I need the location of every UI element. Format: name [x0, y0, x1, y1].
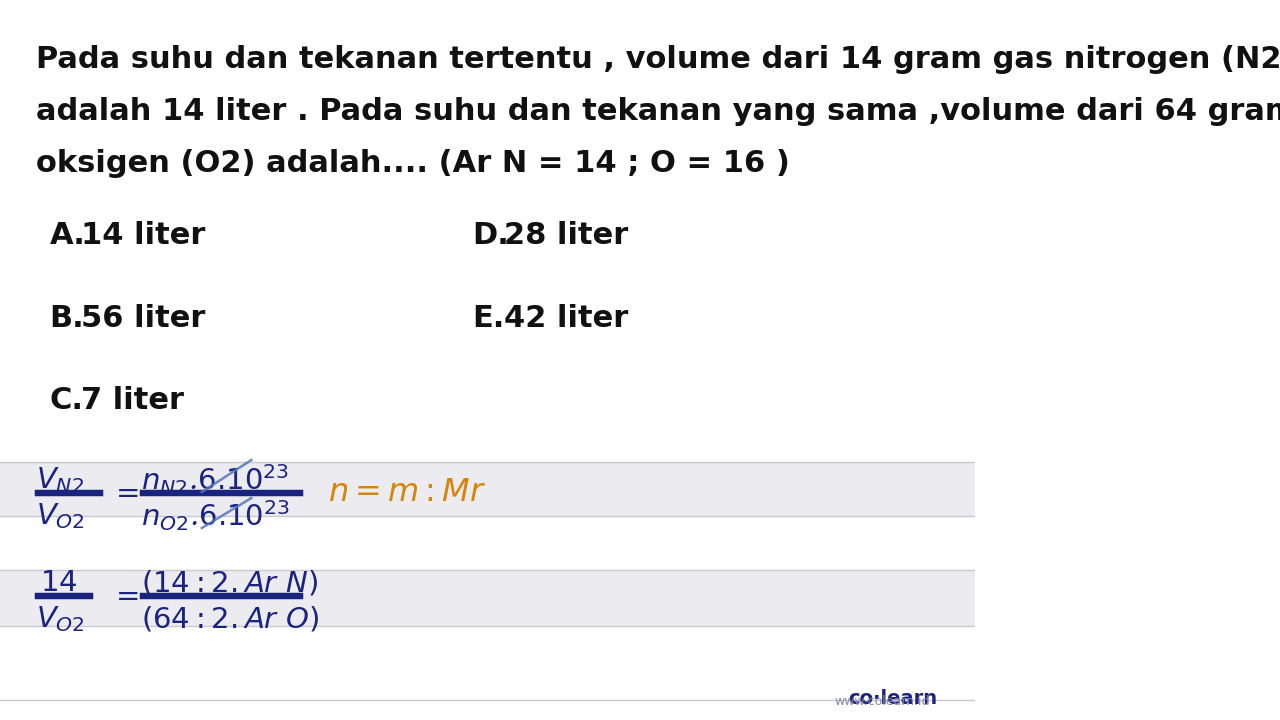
- Text: $n = m : Mr$: $n = m : Mr$: [328, 477, 486, 508]
- Text: 28 liter: 28 liter: [504, 220, 628, 250]
- Text: A.: A.: [50, 220, 86, 250]
- Text: co·learn: co·learn: [847, 689, 937, 708]
- Text: 14 liter: 14 liter: [82, 220, 206, 250]
- Text: E.: E.: [472, 304, 504, 333]
- Text: $(64:2.Ar\ O)$: $(64:2.Ar\ O)$: [141, 605, 319, 634]
- Bar: [0, 570, 975, 626]
- Text: $=$: $=$: [110, 581, 140, 609]
- Text: adalah 14 liter . Pada suhu dan tekanan yang sama ,volume dari 64 gram: adalah 14 liter . Pada suhu dan tekanan …: [36, 97, 1280, 126]
- Text: 7 liter: 7 liter: [82, 385, 184, 415]
- Text: B.: B.: [50, 304, 84, 333]
- Text: D.: D.: [472, 220, 509, 250]
- Text: $14$: $14$: [40, 569, 77, 597]
- Text: 42 liter: 42 liter: [504, 304, 628, 333]
- Text: 56 liter: 56 liter: [82, 304, 206, 333]
- Text: Pada suhu dan tekanan tertentu , volume dari 14 gram gas nitrogen (N2): Pada suhu dan tekanan tertentu , volume …: [36, 45, 1280, 74]
- Text: $(14:2.Ar\ N)$: $(14:2.Ar\ N)$: [141, 569, 317, 598]
- Text: C.: C.: [50, 385, 83, 415]
- Text: oksigen (O2) adalah.... (Ar N = 14 ; O = 16 ): oksigen (O2) adalah.... (Ar N = 14 ; O =…: [36, 149, 790, 178]
- Text: $n_{O2}$.$6.10^{23}$: $n_{O2}$.$6.10^{23}$: [141, 499, 289, 534]
- Text: $V_{O2}$: $V_{O2}$: [36, 501, 84, 531]
- Text: $=$: $=$: [110, 478, 140, 506]
- Text: $n_{N2}$.$6.10^{23}$: $n_{N2}$.$6.10^{23}$: [141, 463, 289, 498]
- Text: $V_{N2}$: $V_{N2}$: [36, 465, 84, 495]
- Text: www.colearn.id: www.colearn.id: [835, 695, 929, 708]
- Text: $V_{O2}$: $V_{O2}$: [36, 604, 84, 634]
- Bar: [0, 462, 975, 516]
